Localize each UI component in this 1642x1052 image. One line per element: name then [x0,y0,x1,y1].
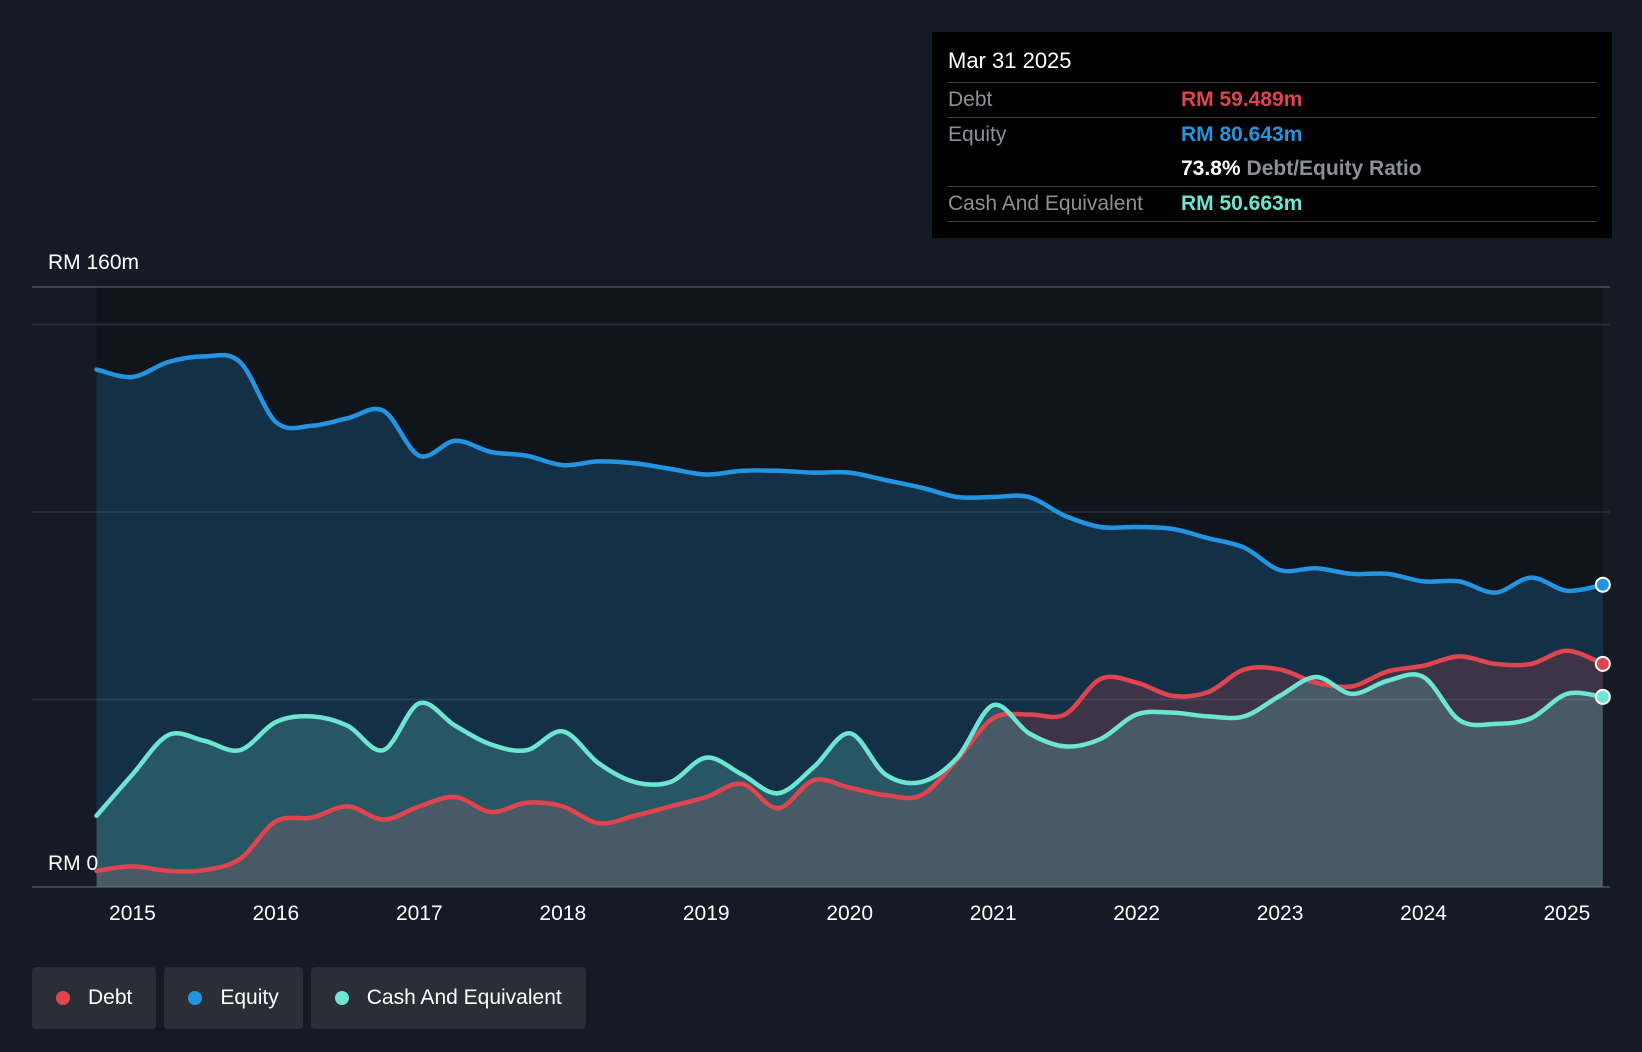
x-tick-label: 2018 [539,902,586,925]
tooltip-equity-row: Equity RM 80.643m [948,117,1596,152]
tooltip-ratio-label: Debt/Equity Ratio [1246,157,1422,180]
data-tooltip: Mar 31 2025 Debt RM 59.489m Equity RM 80… [932,32,1612,238]
tooltip-ratio-row: 73.8% Debt/Equity Ratio [948,152,1596,186]
chart-legend: Debt Equity Cash And Equivalent [32,967,586,1029]
legend-cash-label: Cash And Equivalent [366,986,562,1009]
y-axis-bottom-label: RM 0 [48,852,98,875]
tooltip-equity-label: Equity [948,123,1007,146]
debt-area [96,650,1603,887]
x-tick-label: 2024 [1400,902,1447,925]
debt-line [94,648,1606,874]
cash-and-equivalent-area [96,674,1603,887]
tooltip-cash-value: RM 50.663m [1181,192,1303,215]
x-axis: 2015 2016 2017 2018 2019 2020 2021 2022 2023 2024… [109,902,1590,925]
tooltip-equity-value: RM 80.643m [1181,123,1303,146]
legend-item-cash[interactable]: Cash And Equivalent [310,967,586,1029]
tooltip-cash-row: Cash And Equivalent RM 50.663m [948,186,1596,222]
tooltip-ratio-value: 73.8% [1181,157,1241,180]
x-tick-label: 2020 [826,902,873,925]
legend-debt-label: Debt [88,986,133,1009]
equity-dot-icon [188,991,203,1005]
debt-end-marker[interactable] [1594,655,1611,672]
legend-item-debt[interactable]: Debt [32,967,157,1029]
cash-and-equivalent-line [94,672,1606,818]
tooltip-debt-value: RM 59.489m [1181,88,1303,111]
x-tick-label: 2022 [1113,902,1160,925]
x-tick-label: 2021 [970,902,1017,925]
x-tick-label: 2015 [109,902,156,925]
legend-equity-label: Equity [220,986,279,1009]
equity-end-marker[interactable] [1594,576,1611,593]
x-tick-label: 2023 [1257,902,1304,925]
cash-dot-icon [334,991,349,1005]
equity-line [94,352,1606,595]
x-tick-label: 2016 [253,902,300,925]
legend-item-equity[interactable]: Equity [164,967,303,1029]
tooltip-debt-label: Debt [948,88,993,111]
debt-dot-icon [56,991,70,1005]
y-axis-top-label: RM 160m [48,251,139,274]
equity-area [96,355,1603,887]
x-tick-label: 2017 [396,902,443,925]
tooltip-date: Mar 31 2025 [948,48,1072,73]
x-tick-label: 2019 [683,902,730,925]
area-layer [96,355,1603,887]
tooltip-debt-row: Debt RM 59.489m [948,82,1596,117]
marker-layer[interactable] [1594,576,1611,705]
tooltip-cash-label: Cash And Equivalent [948,192,1143,215]
x-tick-label: 2025 [1544,902,1591,925]
cash-and-equivalent-end-marker[interactable] [1594,688,1611,705]
line-layer [94,352,1606,874]
